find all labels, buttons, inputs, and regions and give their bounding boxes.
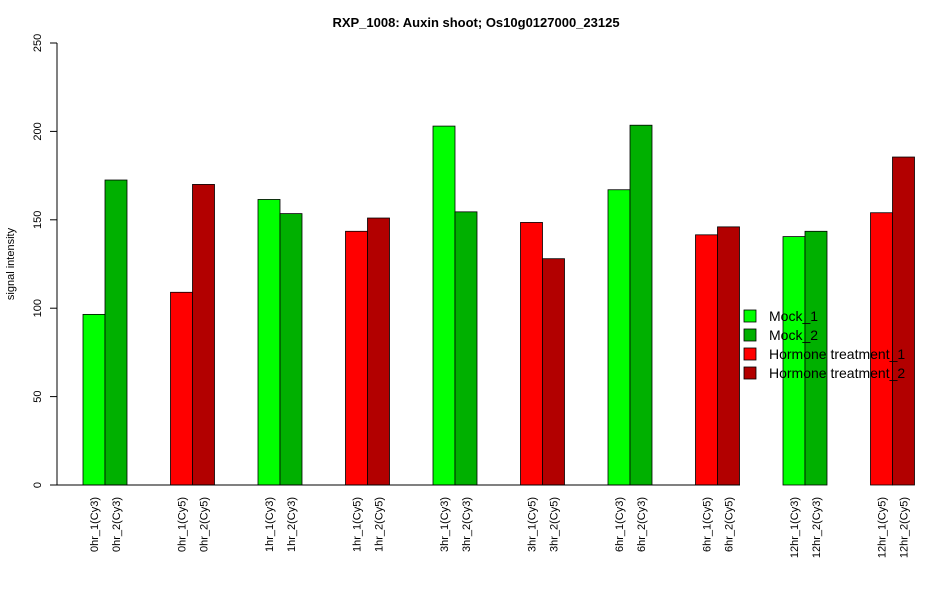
x-tick-label: 1hr_1(Cy3): [264, 497, 276, 552]
x-tick-label: 0hr_1(Cy5): [177, 497, 189, 552]
x-tick-label: 1hr_1(Cy5): [352, 497, 364, 552]
y-tick-label: 0: [32, 482, 44, 488]
x-tick-label: 1hr_2(Cy3): [286, 497, 298, 552]
bar: [432, 125, 456, 486]
x-tick-label: 6hr_2(Cy5): [724, 497, 736, 552]
y-tick-label: 150: [32, 211, 44, 229]
legend-swatch: [743, 328, 757, 342]
legend-label: Mock_1: [769, 308, 818, 324]
y-axis-title: signal intensity: [5, 227, 17, 300]
bar: [542, 258, 565, 486]
legend-label: Hormone treatment_1: [769, 346, 905, 362]
y-tick-label: 250: [32, 34, 44, 52]
bar: [717, 226, 740, 486]
bar: [892, 156, 915, 486]
y-axis: 0 50 100 150 200 250: [32, 34, 58, 488]
bar: [345, 230, 368, 486]
legend-swatch: [743, 366, 757, 380]
bar: [520, 222, 543, 486]
x-tick-label: 12hr_2(Cy5): [899, 497, 911, 558]
x-tick-label: 3hr_2(Cy3): [461, 497, 473, 552]
x-tick-label: 6hr_2(Cy3): [636, 497, 648, 552]
chart-title: RXP_1008: Auxin shoot; Os10g0127000_2312…: [332, 15, 619, 30]
bar: [104, 179, 128, 486]
x-tick-label: 3hr_2(Cy5): [549, 497, 561, 552]
x-tick-label: 0hr_2(Cy5): [199, 497, 211, 552]
y-tick-label: 100: [32, 299, 44, 317]
x-tick-label: 6hr_1(Cy5): [702, 497, 714, 552]
x-tick-label: 3hr_1(Cy5): [527, 497, 539, 552]
x-tick-label: 1hr_2(Cy5): [374, 497, 386, 552]
bars: [82, 124, 915, 486]
bar: [279, 213, 303, 486]
x-tick-label: 12hr_2(Cy3): [811, 497, 823, 558]
legend-label: Mock_2: [769, 327, 818, 343]
bar: [192, 184, 215, 486]
x-tick-label: 12hr_1(Cy5): [877, 497, 889, 558]
legend: Mock_1 Mock_2 Hormone treatment_1 Hormone t…: [743, 308, 905, 381]
x-tick-label: 6hr_1(Cy3): [614, 497, 626, 552]
legend-label: Hormone treatment_2: [769, 365, 905, 381]
bar: [607, 189, 631, 486]
x-tick-label: 0hr_2(Cy3): [111, 497, 123, 552]
bar: [804, 230, 828, 486]
bar: [454, 211, 478, 486]
x-tick-label: 12hr_1(Cy3): [789, 497, 801, 558]
bar: [629, 124, 653, 486]
bar: [695, 234, 718, 486]
y-tick-label: 50: [32, 390, 44, 402]
legend-swatch: [743, 347, 757, 361]
bar: [82, 313, 106, 486]
bar: [367, 217, 390, 486]
x-tick-label: 3hr_1(Cy3): [439, 497, 451, 552]
x-tick-label: 0hr_1(Cy3): [89, 497, 101, 552]
y-tick-label: 200: [32, 122, 44, 140]
bar: [170, 291, 193, 486]
bar: [257, 199, 281, 486]
x-tick-labels: 0hr_1(Cy3) 0hr_2(Cy3) 0hr_1(Cy5) 0hr_2(Cy5)…: [89, 497, 911, 558]
legend-swatch: [743, 309, 757, 323]
